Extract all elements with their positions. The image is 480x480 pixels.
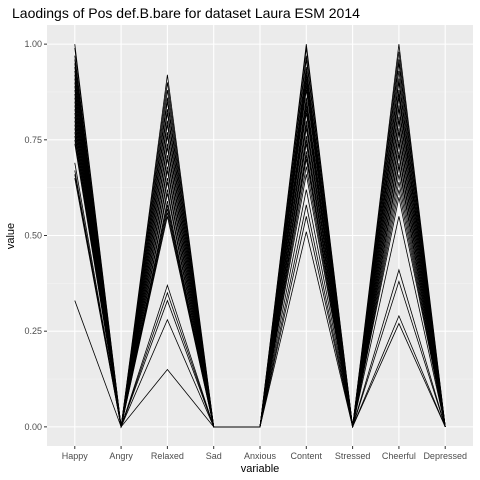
x-tick-label: Stressed [335,451,371,461]
series-group [74,44,446,429]
x-tick-label: Angry [109,451,133,461]
y-tick-label: 0.75 [24,135,42,145]
x-tick-label: Anxious [244,451,277,461]
x-axis-title: variable [241,463,280,475]
x-tick-label: Sad [206,451,222,461]
x-tick-label: Relaxed [151,451,184,461]
x-tick-label: Content [291,451,323,461]
y-tick-label: 0.25 [24,326,42,336]
x-tick-label: Depressed [423,451,467,461]
x-tick-label: Happy [62,451,89,461]
y-tick-label: 0.00 [24,422,42,432]
y-tick-label: 1.00 [24,39,42,49]
x-tick-label: Cheerful [382,451,416,461]
y-axis: 0.00 0.25 0.50 0.75 1.00 [24,39,47,432]
series-line-31 [74,231,446,429]
chart-title: Laodings of Pos def.B.bare for dataset L… [12,5,360,21]
y-tick-label: 0.50 [24,231,42,241]
x-axis: Happy Angry Relaxed Sad Anxious Content Stress… [62,446,467,461]
y-axis-title: value [5,223,17,249]
